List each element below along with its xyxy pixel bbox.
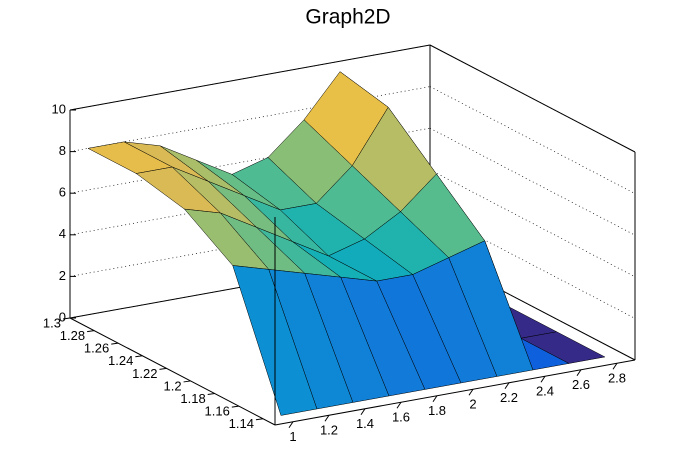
y-tick-label: 1.22 [132,366,157,381]
grid-line [429,86,636,194]
y-tick [255,418,264,421]
y-tick [135,355,143,358]
x-tick [612,362,618,370]
y-tick [231,405,239,408]
grid-line [69,44,431,111]
x-tick-label: 2.8 [608,371,626,386]
y-tick [183,380,191,383]
x-tick-label: 1.2 [320,423,338,438]
x-tick [540,375,546,383]
x-tick-label: 1.6 [392,410,410,425]
x-tick-label: 2.6 [572,377,590,392]
z-tick-label: 6 [59,185,66,200]
box-edge [274,359,636,426]
x-tick [288,421,294,429]
y-tick [207,393,215,396]
y-tick [87,330,95,333]
x-tick [324,414,330,422]
y-tick-label: 1.2 [164,378,182,393]
grid-line [429,127,636,236]
x-tick [468,388,474,396]
x-tick-label: 2.4 [536,384,554,399]
x-tick [360,408,366,416]
z-tick-label: 8 [59,143,66,158]
x-tick-label: 1.8 [428,403,446,418]
grid-line [429,252,636,361]
y-tick-label: 1.18 [180,391,205,406]
x-tick [396,401,402,409]
grid-line [429,44,636,153]
grid-line [429,169,636,278]
y-tick-label: 1.14 [229,416,254,431]
x-tick-label: 2 [469,397,476,412]
y-tick-label: 1.28 [60,328,85,343]
x-tick [576,369,582,377]
chart-title: Graph2D [305,6,390,29]
x-tick [504,382,510,390]
y-tick-label: 1.16 [205,404,230,419]
y-tick [62,317,71,320]
z-tick-label: 4 [59,226,66,241]
y-tick-label: 1.24 [108,353,133,368]
box-edge [69,317,276,426]
z-tick-label: 10 [52,101,66,116]
z-tick-label: 2 [59,268,66,283]
x-tick-label: 1 [289,429,296,444]
x-tick-label: 1.4 [356,416,374,431]
z-tick-label: 0 [59,309,66,324]
y-tick [159,367,167,370]
y-tick-label: 1.26 [84,341,109,356]
x-tick [432,395,438,403]
x-tick-label: 2.2 [500,390,518,405]
y-tick [111,342,119,345]
y-tick-label: 1.3 [43,315,61,330]
grid-line [429,211,636,319]
